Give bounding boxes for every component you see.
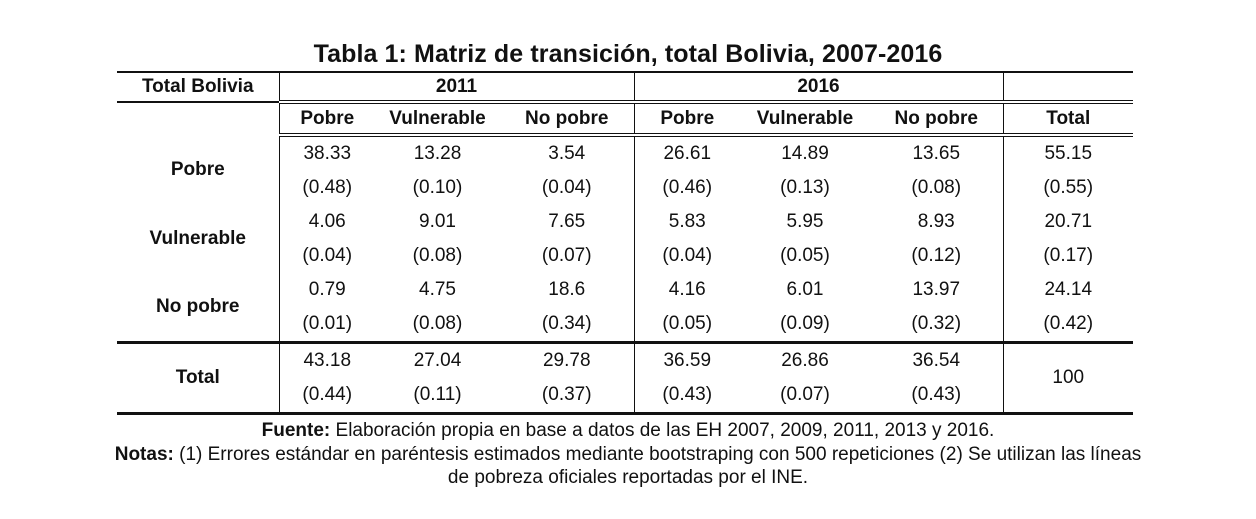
cell-standard-error: (0.05) bbox=[780, 245, 830, 266]
cell-standard-error: (0.08) bbox=[375, 307, 500, 344]
cell-value: 38.33 bbox=[278, 135, 375, 171]
cell-value: 13.28 bbox=[413, 143, 462, 164]
row-label: No pobre bbox=[117, 273, 279, 344]
cell-standard-error: (0.17) bbox=[1002, 239, 1133, 273]
notes: Notas: (1) Errores estándar en paréntesi… bbox=[0, 444, 1256, 466]
cell-value: 55.15 bbox=[1002, 135, 1133, 171]
cell-standard-error: (0.07) bbox=[740, 378, 870, 415]
cell-standard-error: (0.10) bbox=[412, 177, 463, 198]
cell-value: 5.83 bbox=[633, 205, 740, 239]
cell-value: 36.54 bbox=[912, 350, 961, 371]
table-row: Total 43.18 27.04 29.78 36.59 26.86 36.54 100 bbox=[117, 342, 1133, 415]
cell-value: 0.79 bbox=[278, 273, 375, 307]
cell-standard-error: (0.44) bbox=[278, 378, 375, 415]
cell-standard-error: (0.32) bbox=[870, 307, 1003, 344]
cell-standard-error: (0.48) bbox=[278, 171, 375, 205]
table-row-se: (0.04) (0.08) (0.07) (0.04) (0.05) (0.12) (0.1… bbox=[117, 239, 1133, 273]
column-header: Pobre bbox=[633, 102, 740, 137]
cell-value: 9.01 bbox=[419, 211, 456, 232]
cell-value: 26.61 bbox=[633, 135, 740, 171]
cell-value: 24.14 bbox=[1002, 273, 1133, 307]
column-header: Vulnerable bbox=[740, 102, 870, 137]
cell-value: 100 bbox=[1002, 342, 1133, 415]
row-label: Total bbox=[117, 342, 279, 415]
corner-header: Total Bolivia bbox=[117, 71, 279, 103]
cell-value: 20.71 bbox=[1002, 205, 1133, 239]
notes-text: (1) Errores estándar en paréntesis estim… bbox=[173, 444, 1142, 465]
cell-value: 13.65 bbox=[912, 143, 961, 164]
column-header: No pobre bbox=[870, 102, 1003, 137]
cell-standard-error: (0.13) bbox=[780, 177, 830, 198]
year-2011-header: 2011 bbox=[278, 71, 634, 104]
cell-value: 14.89 bbox=[781, 143, 829, 164]
cell-standard-error: (0.08) bbox=[911, 177, 962, 198]
cell-value: 13.97 bbox=[912, 279, 961, 300]
cell-value: 29.78 bbox=[542, 350, 591, 371]
cell-value: 4.06 bbox=[278, 205, 375, 239]
cell-standard-error: (0.34) bbox=[500, 307, 634, 344]
cell-standard-error: (0.11) bbox=[375, 378, 500, 415]
cell-value: 27.04 bbox=[413, 350, 462, 371]
cell-standard-error: (0.08) bbox=[412, 245, 463, 266]
cell-standard-error: (0.55) bbox=[1002, 171, 1133, 205]
table-row-se: (0.01) (0.08) (0.34) (0.05) (0.09) (0.32) (0.4… bbox=[117, 307, 1133, 344]
empty-subheader bbox=[117, 102, 279, 135]
cell-standard-error: (0.37) bbox=[500, 378, 634, 415]
column-header: Total bbox=[1002, 102, 1133, 137]
table-row: Pobre 38.33 13.28 3.54 26.61 14.89 13.65 55.15 bbox=[117, 135, 1133, 180]
cell-standard-error: (0.01) bbox=[278, 307, 375, 344]
source-note: Fuente: Elaboración propia en base a dat… bbox=[0, 420, 1256, 442]
column-header: No pobre bbox=[500, 102, 634, 137]
table-row: No pobre 0.79 4.75 18.6 4.16 6.01 13.97 24.14 bbox=[117, 273, 1133, 344]
source-text: Elaboración propia en base a datos de la… bbox=[330, 420, 995, 441]
cell-value: 3.54 bbox=[548, 143, 586, 164]
table-title: Tabla 1: Matriz de transición, total Bol… bbox=[313, 40, 943, 68]
cell-standard-error: (0.12) bbox=[911, 245, 962, 266]
cell-standard-error: (0.04) bbox=[541, 177, 592, 198]
table-row-se: (0.44) (0.11) (0.37) (0.43) (0.07) (0.43) bbox=[117, 378, 1133, 415]
year-2016-header: 2016 bbox=[633, 71, 1003, 104]
transition-matrix-table: Total Bolivia 2011 2016 Pobre Vulnerable N… bbox=[117, 71, 1133, 415]
cell-standard-error: (0.43) bbox=[633, 378, 740, 415]
cell-standard-error: (0.04) bbox=[633, 239, 740, 273]
cell-value: 43.18 bbox=[278, 342, 375, 378]
cell-value: 26.86 bbox=[781, 350, 829, 371]
cell-standard-error: (0.43) bbox=[870, 378, 1003, 415]
cell-value: 7.65 bbox=[548, 211, 586, 232]
cell-value: 8.93 bbox=[917, 211, 955, 232]
cell-standard-error: (0.46) bbox=[633, 171, 740, 205]
empty-header bbox=[1002, 71, 1133, 104]
cell-standard-error: (0.09) bbox=[740, 307, 870, 344]
column-header: Pobre bbox=[278, 102, 375, 137]
table-row-se: (0.48) (0.10) (0.04) (0.46) (0.13) (0.08) (0.5… bbox=[117, 171, 1133, 205]
cell-standard-error: (0.42) bbox=[1002, 307, 1133, 344]
cell-value: 36.59 bbox=[633, 342, 740, 378]
cell-standard-error: (0.05) bbox=[633, 307, 740, 344]
cell-value: 6.01 bbox=[786, 279, 824, 300]
notes-label: Notas: bbox=[114, 444, 174, 465]
cell-value: 18.6 bbox=[548, 279, 586, 300]
cell-value: 4.75 bbox=[419, 279, 456, 300]
cell-value: 4.16 bbox=[633, 273, 740, 307]
row-label: Vulnerable bbox=[149, 228, 246, 249]
cell-standard-error: (0.07) bbox=[541, 245, 592, 266]
column-header: Vulnerable bbox=[375, 102, 500, 137]
notes-continued: de pobreza oficiales reportadas por el I… bbox=[447, 467, 809, 488]
row-label: Pobre bbox=[170, 159, 225, 180]
cell-value: 5.95 bbox=[786, 211, 824, 232]
table-row: Vulnerable 4.06 9.01 7.65 5.83 5.95 8.93 20.71 bbox=[117, 205, 1133, 249]
source-label: Fuente: bbox=[261, 420, 331, 441]
cell-standard-error: (0.04) bbox=[278, 239, 375, 273]
